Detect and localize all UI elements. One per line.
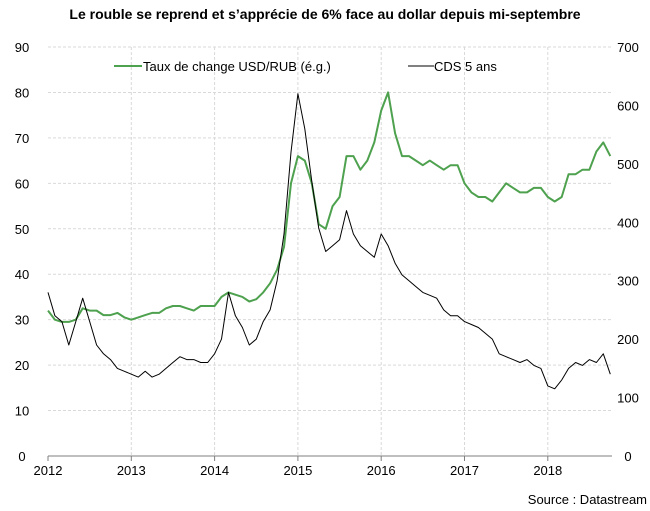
y-right-tick-label: 0 (624, 449, 631, 464)
x-tick-label: 2012 (34, 463, 63, 478)
series-lines (47, 91, 612, 390)
chart-title: Le rouble se reprend et s’apprécie de 6%… (69, 6, 580, 22)
y-left-tick-label: 70 (15, 131, 29, 146)
x-tick-label: 2017 (450, 463, 479, 478)
y-right-tick-label: 600 (617, 98, 639, 113)
y-right-tick-label: 200 (617, 332, 639, 347)
y-left-tick-label: 0 (18, 449, 25, 464)
y-left-tick-label: 40 (15, 267, 29, 282)
axis-ticks: 0 10 20 30 40 50 60 70 80 90 0 100 200 300 400 500 600 70… (15, 40, 639, 478)
gridlines (48, 46, 612, 456)
y-right-tick-label: 100 (617, 391, 639, 406)
legend-label-usdrub: Taux de change USD/RUB (é.g.) (143, 59, 331, 74)
y-left-tick-label: 80 (15, 85, 29, 100)
x-tick-label: 2013 (117, 463, 146, 478)
x-tick-label: 2016 (367, 463, 396, 478)
series-line-cds (47, 93, 611, 390)
y-left-tick-label: 60 (15, 176, 29, 191)
y-left-tick-label: 20 (15, 358, 29, 373)
legend: Taux de change USD/RUB (é.g.) CDS 5 ans (114, 59, 497, 74)
x-tick-label: 2015 (283, 463, 312, 478)
legend-label-cds: CDS 5 ans (434, 59, 497, 74)
x-tick-label: 2014 (200, 463, 229, 478)
y-right-tick-label: 400 (617, 215, 639, 230)
x-tick-label: 2018 (533, 463, 562, 478)
y-left-tick-label: 50 (15, 222, 29, 237)
series-line-usdrub (47, 91, 612, 323)
y-right-tick-label: 700 (617, 40, 639, 55)
y-left-tick-label: 90 (15, 40, 29, 55)
y-left-tick-label: 30 (15, 313, 29, 328)
y-right-tick-label: 300 (617, 274, 639, 289)
source-note: Source : Datastream (528, 492, 647, 507)
y-left-tick-label: 10 (15, 404, 29, 419)
y-right-tick-label: 500 (617, 157, 639, 172)
